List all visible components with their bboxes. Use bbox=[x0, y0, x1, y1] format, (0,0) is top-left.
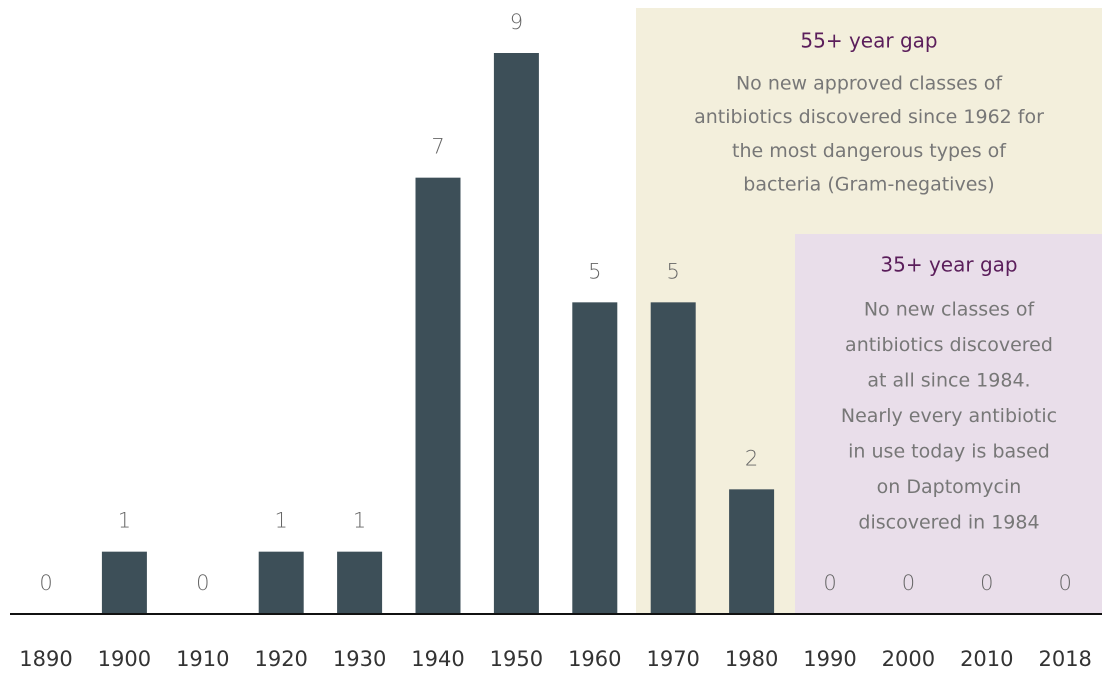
bar bbox=[101, 551, 147, 614]
annotation-text: on Daptomycin bbox=[877, 476, 1022, 498]
value-label: 0 bbox=[196, 571, 209, 595]
bar bbox=[572, 302, 618, 614]
plot-layer: 0 1890 1 1900 0 1910 1 1920 1 1930 7 1940 9 1950 5 1960… bbox=[19, 10, 1092, 671]
annotation-text: No new approved classes of bbox=[736, 73, 1003, 95]
value-label: 5 bbox=[588, 259, 601, 283]
x-tick-label: 1920 bbox=[254, 647, 307, 671]
annotation-text: antibiotics discovered bbox=[845, 334, 1053, 356]
value-label: 0 bbox=[823, 571, 836, 595]
x-tick-label: 1900 bbox=[98, 647, 151, 671]
value-label: 0 bbox=[39, 571, 52, 595]
value-label: 0 bbox=[980, 571, 993, 595]
x-tick-label: 1930 bbox=[333, 647, 386, 671]
annotation-title: 55+ year gap bbox=[800, 29, 937, 53]
x-tick-label: 1970 bbox=[646, 647, 699, 671]
value-label: 1 bbox=[118, 509, 131, 533]
x-tick-label: 1950 bbox=[490, 647, 543, 671]
x-tick-label: 1910 bbox=[176, 647, 229, 671]
x-tick-label: 1980 bbox=[725, 647, 778, 671]
bar bbox=[258, 551, 304, 614]
annotation-text: in use today is based bbox=[848, 441, 1050, 463]
x-tick-label: 2018 bbox=[1038, 647, 1091, 671]
annotation-text: the most dangerous types of bbox=[732, 140, 1007, 162]
bar bbox=[729, 489, 775, 614]
annotation-text: antibiotics discovered since 1962 for bbox=[694, 106, 1044, 128]
annotation-box bbox=[795, 234, 1102, 614]
value-label: 9 bbox=[510, 10, 523, 34]
x-tick-label: 1990 bbox=[803, 647, 856, 671]
value-label: 7 bbox=[431, 135, 444, 159]
annotation-text: bacteria (Gram-negatives) bbox=[743, 174, 994, 196]
value-label: 0 bbox=[902, 571, 915, 595]
value-label: 1 bbox=[353, 509, 366, 533]
value-label: 1 bbox=[275, 509, 288, 533]
bar bbox=[337, 551, 383, 614]
x-tick-label: 1960 bbox=[568, 647, 621, 671]
annotation-text: at all since 1984. bbox=[867, 370, 1030, 392]
annotation-text: No new classes of bbox=[864, 299, 1036, 321]
value-label: 2 bbox=[745, 446, 758, 470]
value-label: 0 bbox=[1059, 571, 1072, 595]
bar bbox=[493, 53, 539, 614]
annotation-text: Nearly every antibiotic bbox=[841, 405, 1057, 427]
x-tick-label: 1940 bbox=[411, 647, 464, 671]
annotation-layer: 55+ year gap No new approved classes of an… bbox=[636, 8, 1102, 614]
x-tick-label: 2000 bbox=[882, 647, 935, 671]
annotation-text: discovered in 1984 bbox=[858, 512, 1039, 534]
x-tick-label: 1890 bbox=[19, 647, 72, 671]
x-tick-label: 2010 bbox=[960, 647, 1013, 671]
bar bbox=[650, 302, 696, 614]
value-label: 5 bbox=[667, 259, 680, 283]
annotation-title: 35+ year gap bbox=[880, 253, 1017, 277]
bar bbox=[415, 177, 461, 614]
